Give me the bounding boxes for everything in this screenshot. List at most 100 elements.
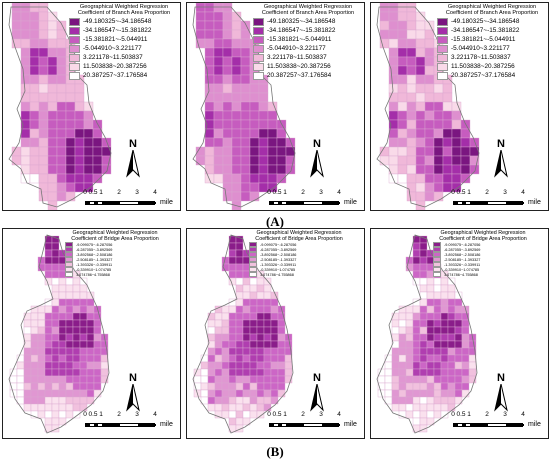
map-cell (276, 137, 287, 148)
map-cell (51, 298, 60, 307)
map-cell (419, 347, 428, 356)
map-cell (384, 389, 393, 398)
map-cell (424, 83, 435, 94)
legend-swatch (65, 257, 73, 263)
map-cell (204, 110, 215, 121)
map-cell (398, 382, 407, 391)
map-cell (65, 326, 74, 335)
map-cell (412, 333, 421, 342)
map-cell (461, 375, 470, 384)
map-cell (424, 182, 435, 193)
map-cell (256, 410, 265, 419)
map-cell (433, 403, 442, 412)
map-legend: Geographical Weighted Regression Coeffic… (249, 230, 349, 278)
north-letter: N (497, 138, 505, 150)
map-cell (419, 368, 428, 377)
map-cell (72, 375, 81, 384)
map-cell (442, 146, 453, 157)
map-cell (44, 319, 53, 328)
map-cell (433, 347, 442, 356)
map-cell (426, 403, 435, 412)
legend-item: -3.892568~-2.508186 (249, 252, 349, 258)
map-cell (72, 305, 81, 314)
legend-label: -1.393326~-0.339911 (260, 262, 297, 267)
map-cell (263, 305, 272, 314)
map-cell (426, 375, 435, 384)
map-cell (406, 101, 417, 112)
map-cell (23, 354, 32, 363)
map-cell (240, 92, 251, 103)
map-cell (424, 191, 435, 202)
map-cell (65, 368, 74, 377)
map-cell (433, 312, 442, 321)
map-cell (29, 47, 40, 58)
map-cell (65, 277, 74, 286)
map-cell (38, 110, 49, 121)
legend-label: 20.387257~37.176584 (267, 72, 332, 80)
map-cell (221, 375, 230, 384)
map-cell (388, 155, 399, 166)
map-cell (270, 340, 279, 349)
scale-bar-track (85, 200, 156, 205)
legend-swatch (249, 247, 257, 253)
map-cell (277, 368, 286, 377)
map-cell (37, 347, 46, 356)
map-cell (221, 410, 230, 419)
map-cell (440, 375, 449, 384)
map-cell (195, 29, 206, 40)
map-cell (11, 29, 22, 40)
map-cell (79, 291, 88, 300)
map-cell (426, 410, 435, 419)
map-cell (433, 382, 442, 391)
map-cell (51, 389, 60, 398)
map-cell (249, 305, 258, 314)
map-cell (58, 375, 67, 384)
map-cell (397, 128, 408, 139)
scale-segment (86, 201, 90, 204)
map-cell (38, 182, 49, 193)
map-cell (221, 312, 230, 321)
map-cell (440, 319, 449, 328)
north-arrow: N (487, 373, 515, 417)
map-cell (249, 92, 260, 103)
legend-label: 20.387257~37.176584 (451, 72, 516, 80)
map-cell (37, 382, 46, 391)
map-cell (213, 47, 224, 58)
map-cell (440, 403, 449, 412)
map-cell (249, 340, 258, 349)
map-cell (72, 396, 81, 405)
map-cell (388, 47, 399, 58)
map-cell (249, 110, 260, 121)
map-cell (93, 375, 102, 384)
map-cell (29, 38, 40, 49)
legend-label: -34.186547~-15.381822 (83, 27, 152, 35)
map-cell (51, 249, 60, 258)
map-cell (65, 191, 76, 202)
map-cell (195, 155, 206, 166)
map-cell (204, 47, 215, 58)
map-cell (442, 173, 453, 184)
map-cell (47, 101, 58, 112)
north-letter: N (129, 372, 137, 384)
map-cell (454, 354, 463, 363)
map-cell (258, 155, 269, 166)
map-cell (405, 354, 414, 363)
map-cell (20, 155, 31, 166)
map-cell (23, 382, 32, 391)
map-cell (204, 20, 215, 31)
map-cell (93, 389, 102, 398)
map-cell (454, 347, 463, 356)
map-cell (38, 164, 49, 175)
legend-label: -49.180325~-34.186548 (451, 18, 520, 26)
study-area-outline (8, 234, 110, 434)
map-cell (231, 173, 242, 184)
map-cell (405, 389, 414, 398)
map-cell (442, 128, 453, 139)
map-cell (29, 137, 40, 148)
map-cell (235, 389, 244, 398)
map-cell (38, 146, 49, 157)
legend-label: -15.381821~-5.044911 (267, 36, 332, 44)
map-cell (44, 368, 53, 377)
map-cell (200, 368, 209, 377)
north-arrow-icon (494, 383, 508, 412)
